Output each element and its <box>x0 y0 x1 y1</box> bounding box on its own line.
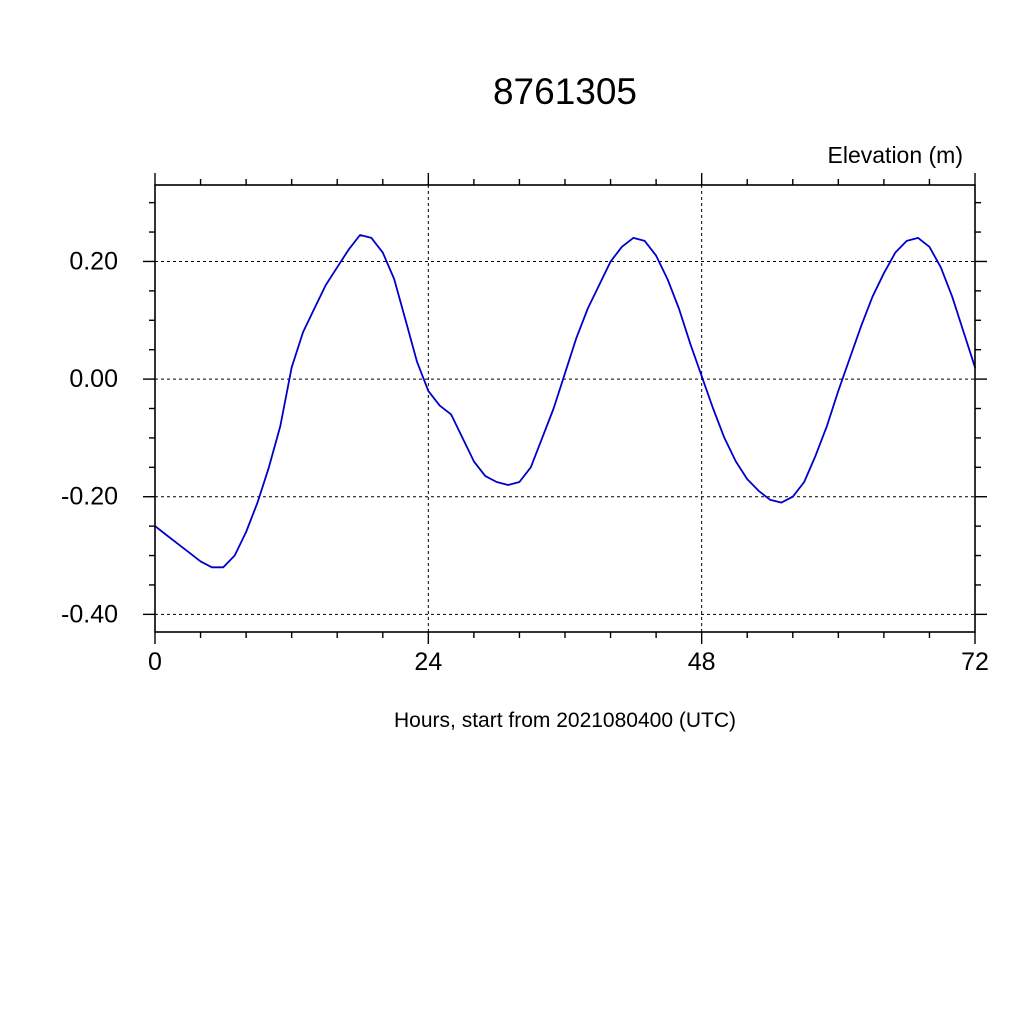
x-tick-label: 0 <box>148 648 162 676</box>
plot-frame <box>154 184 976 633</box>
grid-layer <box>155 185 975 632</box>
y-axis-unit-label: Elevation (m) <box>828 142 963 168</box>
x-tick-label: 48 <box>688 648 716 676</box>
data-line-elevation <box>154 234 976 569</box>
tick-label-layer: 0 24 48 72 -0.40 -0.20 0.00 0.20 <box>61 247 989 676</box>
x-tick-label: 72 <box>961 648 989 676</box>
x-tick-label: 24 <box>414 648 442 676</box>
chart-title: 8761305 <box>493 71 637 112</box>
y-tick-label: -0.20 <box>61 483 118 511</box>
y-tick-label: -0.40 <box>61 600 118 628</box>
y-tick-label: 0.20 <box>69 247 118 275</box>
data-layer <box>154 234 976 569</box>
y-tick-label: 0.00 <box>69 365 118 393</box>
axis-layer <box>143 173 987 644</box>
x-axis-label: Hours, start from 2021080400 (UTC) <box>394 709 736 732</box>
